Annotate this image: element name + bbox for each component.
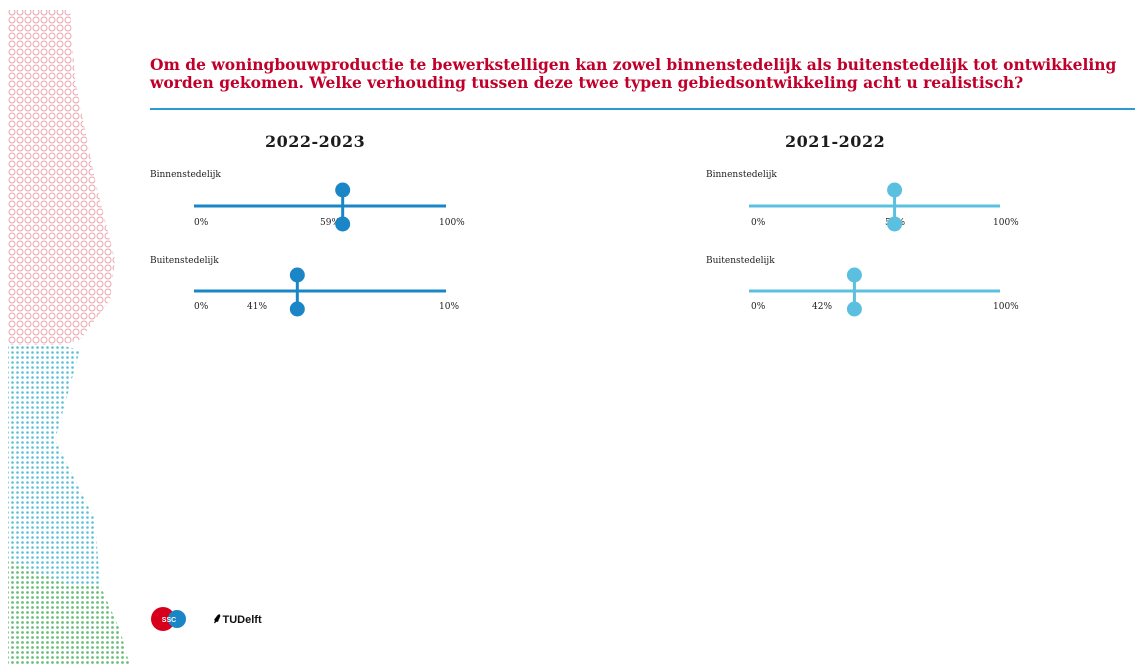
tick-max: 100% (439, 218, 465, 228)
question-title-line2: worden gekomen. Welke verhouding tussen … (150, 73, 1024, 92)
tick-max: 100% (993, 218, 1019, 228)
tick-min: 0% (194, 218, 209, 228)
value-label: 41% (247, 302, 268, 312)
tick-max: 10% (439, 302, 460, 312)
value-marker-top (846, 267, 862, 283)
svg-text:SSC: SSC (162, 617, 176, 624)
decorative-pattern-strip (8, 10, 130, 666)
value-marker-bottom (887, 216, 903, 232)
label-buitenstedelijk: Buitenstedelijk (706, 256, 775, 266)
question-title: Om de woningbouwproductie te bewerkstell… (150, 56, 1125, 92)
value-marker-top (887, 182, 903, 198)
value-marker-top (335, 182, 351, 198)
question-title-line1: Om de woningbouwproductie te bewerkstell… (150, 55, 1117, 74)
title-divider (150, 108, 1135, 110)
value-marker-bottom (335, 216, 351, 232)
tick-min: 0% (751, 302, 766, 312)
value-label: 42% (812, 302, 833, 312)
panel-title-2022-2023: 2022-2023 (265, 132, 366, 151)
tick-min: 0% (751, 218, 766, 228)
label-binnenstedelijk: Binnenstedelijk (150, 170, 221, 180)
tick-min: 0% (194, 302, 209, 312)
tudelft-flame-icon: ⸙ (212, 610, 223, 626)
panel-title-2021-2022: 2021-2022 (785, 132, 886, 151)
label-binnenstedelijk: Binnenstedelijk (706, 170, 777, 180)
tick-max: 100% (993, 302, 1019, 312)
label-buitenstedelijk: Buitenstedelijk (150, 256, 219, 266)
value-marker-top (289, 267, 305, 283)
tudelft-logo: ⸙TUDelft (212, 610, 262, 626)
value-marker-bottom (289, 301, 305, 317)
value-label: 59% (320, 218, 341, 228)
ssc-logo: SSC (151, 607, 186, 631)
value-marker-bottom (846, 301, 862, 317)
